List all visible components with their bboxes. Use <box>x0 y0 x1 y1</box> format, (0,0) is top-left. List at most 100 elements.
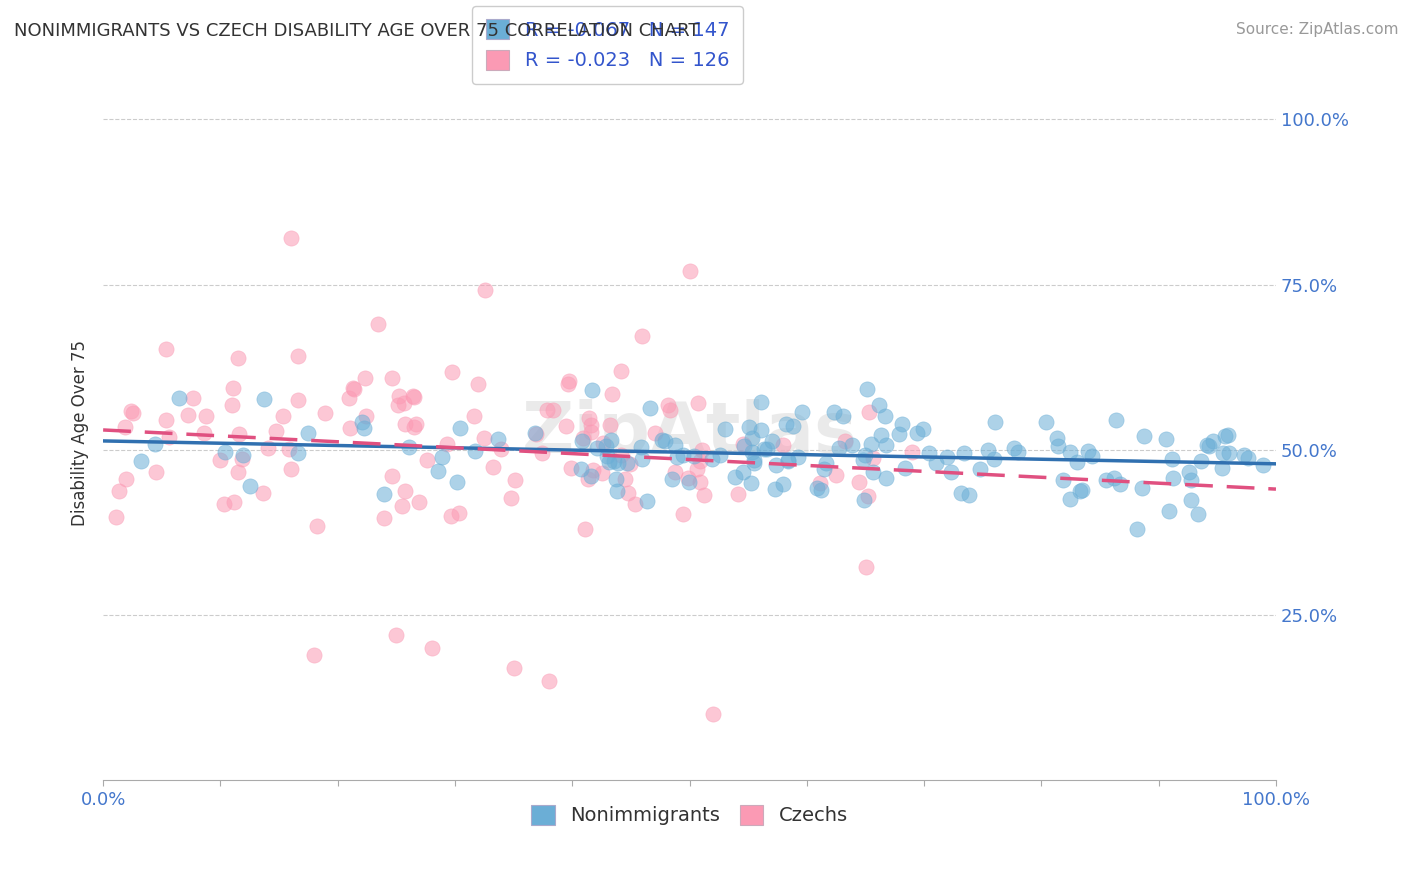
Point <box>790 405 813 419</box>
Point <box>224 495 246 509</box>
Point <box>108 484 131 499</box>
Point <box>155 342 177 356</box>
Point <box>782 418 804 433</box>
Point <box>740 475 762 490</box>
Point <box>221 398 243 412</box>
Point <box>287 392 309 407</box>
Point <box>815 456 838 470</box>
Point <box>1251 458 1274 472</box>
Point <box>474 283 496 297</box>
Point <box>1132 429 1154 443</box>
Point <box>1198 439 1220 453</box>
Point <box>778 453 800 467</box>
Point <box>702 707 724 722</box>
Point <box>114 420 136 434</box>
Point <box>763 483 786 497</box>
Point <box>855 559 877 574</box>
Point <box>702 452 724 467</box>
Point <box>832 409 855 424</box>
Point <box>598 455 620 469</box>
Point <box>689 454 711 468</box>
Point <box>343 382 366 396</box>
Point <box>354 371 377 385</box>
Point <box>586 441 609 455</box>
Point <box>569 462 592 476</box>
Point <box>619 457 641 471</box>
Point <box>388 389 411 403</box>
Point <box>733 465 755 479</box>
Point <box>841 438 863 452</box>
Point <box>727 487 749 501</box>
Point <box>853 448 876 462</box>
Point <box>367 317 389 331</box>
Point <box>1233 449 1256 463</box>
Point <box>581 417 603 432</box>
Point <box>416 453 439 467</box>
Point <box>602 454 624 468</box>
Point <box>212 497 235 511</box>
Point <box>688 396 710 410</box>
Point <box>381 468 404 483</box>
Point <box>264 425 287 439</box>
Point <box>352 415 374 429</box>
Point <box>287 349 309 363</box>
Point <box>644 426 666 441</box>
Point <box>463 409 485 423</box>
Point <box>554 418 576 433</box>
Point <box>693 487 716 501</box>
Point <box>481 460 503 475</box>
Point <box>524 426 547 441</box>
Point <box>1081 449 1104 463</box>
Point <box>678 264 700 278</box>
Point <box>724 470 747 484</box>
Point <box>572 432 595 446</box>
Point <box>253 392 276 406</box>
Point <box>1211 461 1233 475</box>
Point <box>120 404 142 418</box>
Point <box>606 483 628 498</box>
Point <box>524 426 547 441</box>
Point <box>1059 492 1081 507</box>
Point <box>672 448 695 462</box>
Point <box>1187 507 1209 521</box>
Point <box>664 465 686 479</box>
Point <box>571 434 593 448</box>
Point <box>925 456 948 470</box>
Point <box>737 419 759 434</box>
Point <box>595 439 617 453</box>
Point <box>543 402 565 417</box>
Text: ZipAtlas: ZipAtlas <box>522 399 858 467</box>
Point <box>398 440 420 454</box>
Point <box>610 364 633 378</box>
Point <box>772 477 794 491</box>
Point <box>381 371 404 385</box>
Point <box>828 441 851 455</box>
Point <box>661 472 683 486</box>
Point <box>613 472 636 486</box>
Point <box>605 472 627 486</box>
Point <box>778 454 800 468</box>
Point <box>1077 444 1099 458</box>
Point <box>751 394 773 409</box>
Point <box>1180 493 1202 508</box>
Point <box>531 446 554 460</box>
Point <box>167 391 190 405</box>
Point <box>672 507 695 521</box>
Point <box>891 417 914 432</box>
Point <box>1180 473 1202 487</box>
Point <box>405 417 427 431</box>
Point <box>813 462 835 476</box>
Point <box>714 422 737 436</box>
Point <box>731 436 754 450</box>
Point <box>193 426 215 441</box>
Point <box>685 462 707 476</box>
Point <box>447 506 470 520</box>
Point <box>354 409 377 424</box>
Point <box>404 420 426 434</box>
Point <box>1105 413 1128 427</box>
Point <box>181 392 204 406</box>
Point <box>905 426 928 441</box>
Point <box>305 518 328 533</box>
Point <box>278 442 301 456</box>
Point <box>581 425 603 439</box>
